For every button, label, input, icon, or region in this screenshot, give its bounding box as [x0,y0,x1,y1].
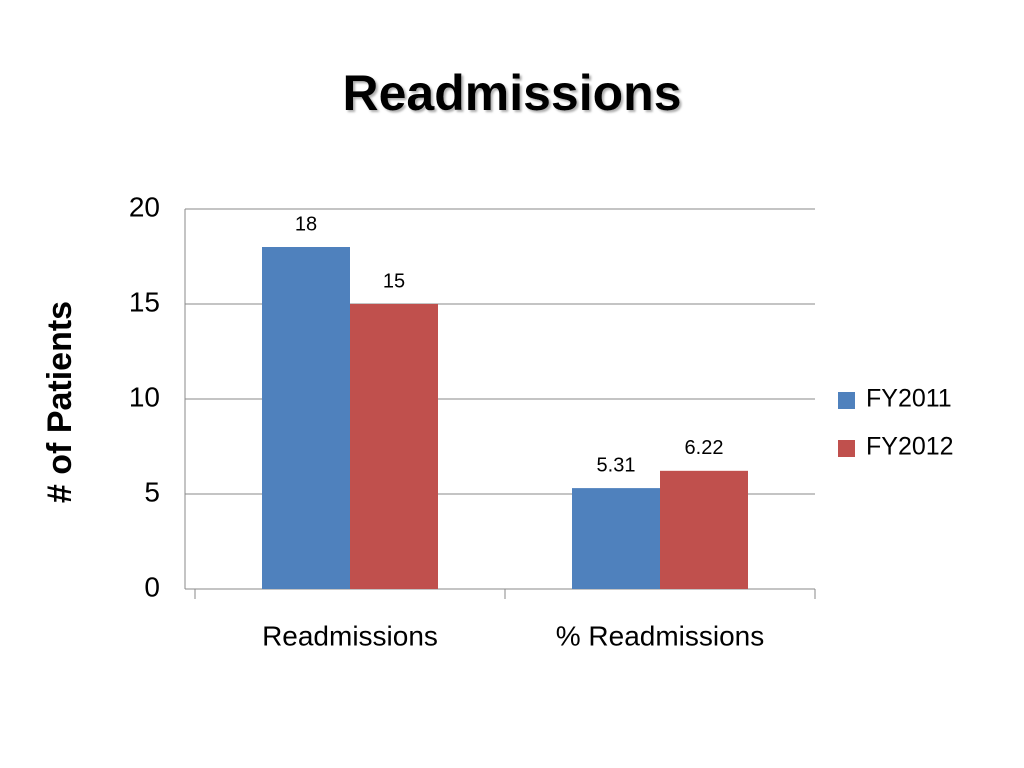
bar [572,488,660,589]
bar [350,304,438,589]
legend-label: FY2011 [866,385,952,413]
legend-swatch [838,440,855,457]
value-label: 6.22 [685,437,724,459]
y-tick-label: 0 [144,571,160,602]
legend-label: FY2012 [866,433,954,461]
y-tick-label: 10 [129,381,160,412]
bar [660,470,748,589]
value-label: 5.31 [597,454,636,476]
value-label: 18 [295,213,317,235]
legend-swatch [838,392,855,409]
value-label: 15 [383,270,405,292]
y-axis-label: # of Patients [41,301,79,503]
bar [262,247,350,589]
x-tick-label: Readmissions [262,620,438,651]
y-tick-label: 15 [129,286,160,317]
chart-title: Readmissions [342,65,681,121]
y-tick-label: 20 [129,191,160,222]
y-tick-label: 5 [144,476,160,507]
x-tick-label: % Readmissions [556,620,765,651]
